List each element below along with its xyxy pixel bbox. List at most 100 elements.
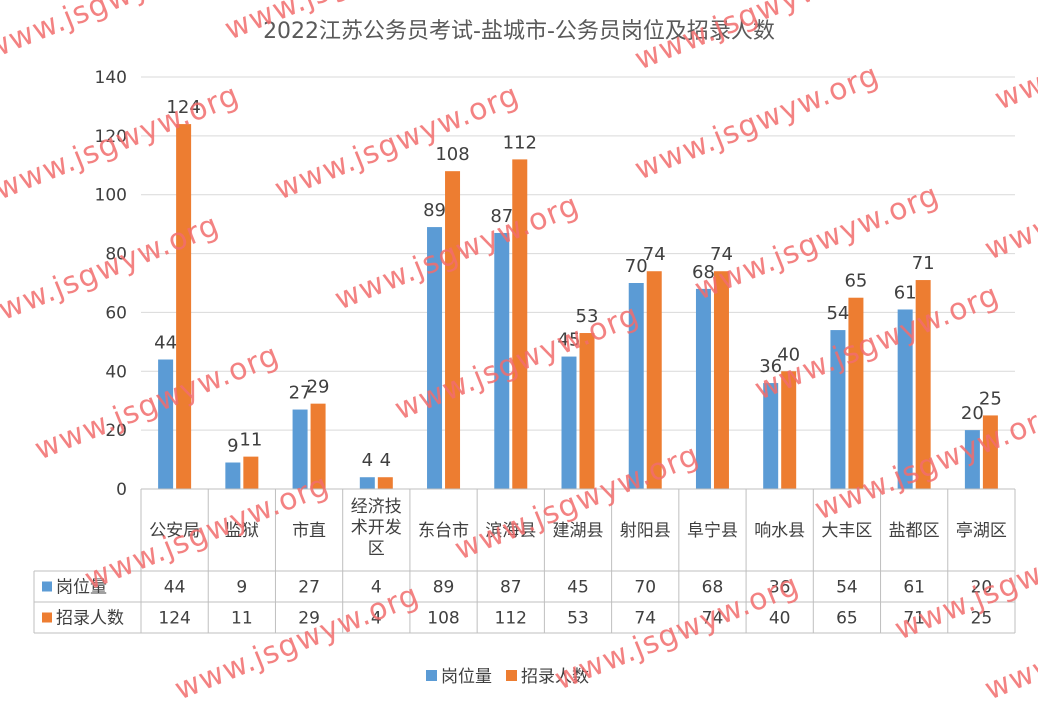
table-cell: 44 [164,578,186,598]
table-cell: 124 [158,609,190,629]
legend-label: 岗位量 [441,667,492,687]
data-label: 9 [227,436,238,457]
table-legend-key [42,581,52,592]
category-label: 大丰区 [821,521,872,541]
table-cell: 108 [427,609,459,629]
bar-posts [964,430,980,489]
data-label: 112 [503,132,537,153]
bar-hires [310,403,326,489]
data-label: 20 [961,403,984,424]
bar-posts [830,330,846,489]
category-label: 盐都区 [889,521,940,541]
watermark-text: www.jsgwyw.org [270,77,524,207]
table-cell: 9 [236,578,247,598]
bar-hires [445,171,461,489]
category-label: 滨海县 [485,521,536,541]
table-cell: 4 [371,609,382,629]
table-cell: 87 [500,578,522,598]
legend-key [426,670,437,681]
table-cell: 89 [433,578,455,598]
data-label: 87 [490,206,513,227]
y-tick-label: 60 [105,303,127,323]
table-cell: 25 [971,609,993,629]
y-axis: 0 20 40 60 80 100 120 140 [95,68,127,500]
y-tick-label: 140 [95,68,127,88]
chart-title: 2022江苏公务员考试-盐城市-公务员岗位及招录人数 [263,19,775,44]
data-label: 29 [307,377,330,398]
y-tick-label: 120 [95,127,127,147]
bar-posts [292,409,308,489]
data-label: 36 [759,356,782,377]
y-tick-label: 100 [95,186,127,206]
data-label: 11 [239,430,262,451]
table-cell: 68 [702,578,724,598]
table-cell: 45 [567,578,589,598]
bar-posts [628,283,644,489]
data-label: 54 [826,303,849,324]
data-label: 70 [625,256,648,277]
table-cell: 70 [634,578,656,598]
bar-posts [427,227,443,490]
bar-hires [848,297,864,489]
table-cell: 61 [903,578,925,598]
legend-label: 招录人数 [521,667,589,687]
watermark-text: www.jsgwyw.org [750,277,1004,407]
table-cell: 20 [971,578,993,598]
table-cell: 74 [702,609,724,629]
data-label: 71 [912,253,935,274]
data-label: 61 [894,282,917,303]
table-cell: 65 [836,609,858,629]
bar-posts [695,288,711,489]
table-cell: 71 [903,609,925,629]
bar-posts [359,477,375,489]
legend-key [506,670,517,681]
data-label: 45 [558,330,581,351]
table-series-name: 招录人数 [56,609,124,629]
y-tick-label: 80 [105,245,127,265]
bar-posts [897,309,913,489]
bar-posts [763,383,779,489]
data-label: 53 [576,306,599,327]
watermark-text: www.jsgwyw.org [450,437,704,567]
table-cell: 27 [298,578,320,598]
bar-hires [982,415,998,489]
table-cell: 54 [836,578,858,598]
data-label: 68 [692,262,715,283]
bar-hires [915,280,931,489]
data-label: 65 [844,271,867,292]
watermark-text: www.jsgwyw.org [0,0,234,67]
bar-posts [494,232,510,489]
category-label: 监狱 [225,521,259,541]
table-legend-key [42,612,52,623]
data-label: 27 [289,383,312,404]
bar-hires [646,271,662,489]
table-series-name: 岗位量 [56,578,107,598]
data-label: 25 [979,388,1002,409]
bar-hires [579,333,595,489]
data-label: 89 [423,200,446,221]
table-cell: 112 [495,609,527,629]
category-label: 区 [368,539,385,559]
category-label: 亭湖区 [956,521,1007,541]
data-label: 108 [435,144,469,165]
category-label: 阜宁县 [687,521,738,541]
table-cell: 29 [298,609,320,629]
category-label: 响水县 [754,521,805,541]
category-label: 东台市 [418,521,469,541]
table-cell: 53 [567,609,589,629]
category-label: 射阳县 [620,521,671,541]
grid-lines [141,76,1015,431]
data-label: 40 [777,344,800,365]
data-label: 124 [166,97,200,118]
bar-hires [243,456,259,489]
category-label: 经济技 [351,497,402,517]
bar-posts [158,359,174,489]
data-label: 74 [710,244,733,265]
bar-hires [176,124,192,489]
table-cell: 4 [371,578,382,598]
watermark-text: www.jsgwyw.org [990,0,1038,117]
